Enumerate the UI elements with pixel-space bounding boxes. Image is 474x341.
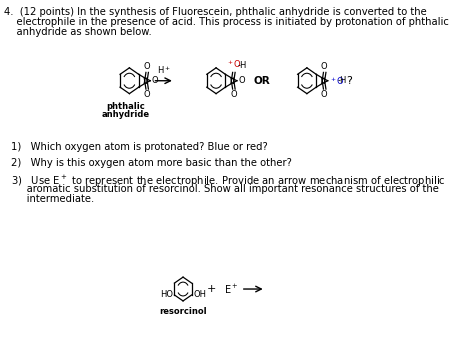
- Text: -H: -H: [337, 76, 347, 85]
- Text: HO: HO: [160, 291, 173, 299]
- Text: O: O: [238, 76, 245, 85]
- Text: resorcinol: resorcinol: [159, 307, 207, 316]
- Text: O: O: [321, 90, 328, 99]
- Text: OH: OH: [193, 291, 206, 299]
- Text: O: O: [321, 62, 328, 71]
- Text: electrophile in the presence of acid. This process is initiated by protonation o: electrophile in the presence of acid. Th…: [4, 17, 449, 27]
- Text: 1)   Which oxygen atom is protonated? Blue or red?: 1) Which oxygen atom is protonated? Blue…: [11, 142, 268, 152]
- Text: H$^+$: H$^+$: [157, 64, 171, 76]
- Text: 2)   Why is this oxygen atom more basic than the other?: 2) Why is this oxygen atom more basic th…: [11, 158, 292, 168]
- Text: $^+$O: $^+$O: [329, 75, 345, 87]
- Text: intermediate.: intermediate.: [11, 194, 94, 204]
- Text: 4.  (12 points) In the synthesis of Fluorescein, phthalic anhydride is converted: 4. (12 points) In the synthesis of Fluor…: [4, 8, 427, 17]
- Text: ?: ?: [346, 76, 352, 86]
- Text: anhydride: anhydride: [102, 109, 150, 119]
- Text: -H: -H: [237, 61, 247, 71]
- Text: $^+$O: $^+$O: [226, 59, 241, 71]
- Text: 3)   Use E$^+$ to represent the electrophile. Provide an arrow mechanism of elec: 3) Use E$^+$ to represent the electrophi…: [11, 174, 446, 189]
- Text: O: O: [144, 62, 150, 71]
- Text: aromatic substitution of resorcinol. Show all important resonance structures of : aromatic substitution of resorcinol. Sho…: [11, 184, 439, 194]
- Text: phthalic: phthalic: [107, 102, 146, 110]
- Text: E$^+$: E$^+$: [224, 282, 239, 296]
- Text: OR: OR: [253, 76, 270, 86]
- Text: anhydride as shown below.: anhydride as shown below.: [4, 27, 152, 37]
- Text: O: O: [230, 90, 237, 99]
- Text: O: O: [152, 76, 158, 85]
- Text: +: +: [207, 284, 217, 294]
- Text: O: O: [144, 90, 150, 99]
